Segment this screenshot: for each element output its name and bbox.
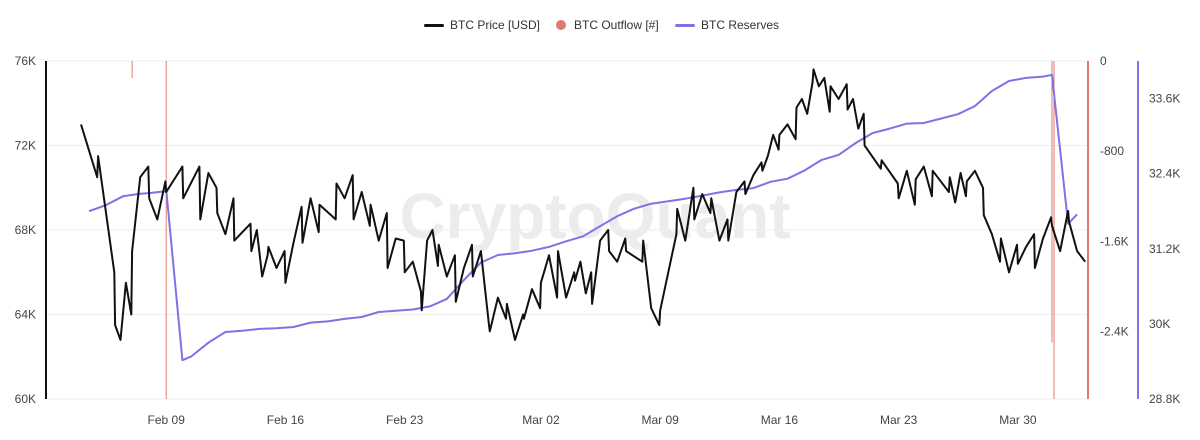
price-tick-3: 64K (15, 308, 36, 322)
reserves-tick-3: 30K (1149, 317, 1170, 331)
legend-outflow-swatch (556, 20, 566, 30)
tick-labels: 76K 72K 68K 64K 60K 0 -800 -1.6K -2.4K 33.6K 32.4K… (15, 54, 1181, 427)
x-tick-1: Feb 16 (267, 413, 305, 427)
chart-legend: BTC Price [USD] BTC Outflow [#] BTC Rese… (0, 18, 1200, 42)
x-tick-7: Mar 30 (999, 413, 1037, 427)
outflow-tick-0: 0 (1100, 54, 1107, 68)
legend-item-reserves[interactable]: BTC Reserves (675, 18, 779, 32)
outflow-tick-1: -800 (1100, 144, 1124, 158)
outflow-tick-2: -1.6K (1100, 234, 1129, 248)
price-tick-2: 68K (15, 223, 36, 237)
legend-item-outflow[interactable]: BTC Outflow [#] (556, 18, 659, 32)
price-line (80, 68, 1086, 341)
legend-price-label: BTC Price [USD] (450, 18, 541, 32)
price-tick-1: 72K (15, 139, 36, 153)
legend-price-swatch (424, 23, 444, 27)
reserves-line (88, 73, 1078, 362)
x-tick-5: Mar 16 (761, 413, 799, 427)
legend-outflow-label: BTC Outflow [#] (574, 18, 659, 32)
outflow-tick-3: -2.4K (1100, 324, 1129, 338)
x-tick-4: Mar 09 (642, 413, 680, 427)
x-tick-2: Feb 23 (386, 413, 424, 427)
legend-item-price[interactable]: BTC Price [USD] (424, 18, 540, 32)
axes (45, 61, 1139, 399)
reserves-tick-4: 28.8K (1149, 392, 1180, 406)
price-tick-4: 60K (15, 392, 36, 406)
reserves-tick-2: 31.2K (1149, 242, 1180, 256)
series-lines (80, 68, 1086, 362)
legend-reserves-swatch (675, 23, 695, 27)
x-tick-3: Mar 02 (522, 413, 560, 427)
grid-lines (46, 60, 1088, 400)
price-tick-0: 76K (15, 54, 36, 68)
reserves-tick-0: 33.6K (1149, 92, 1180, 106)
reserves-tick-1: 32.4K (1149, 167, 1180, 181)
x-tick-6: Mar 23 (880, 413, 918, 427)
x-tick-0: Feb 09 (148, 413, 186, 427)
legend-reserves-label: BTC Reserves (701, 18, 780, 32)
